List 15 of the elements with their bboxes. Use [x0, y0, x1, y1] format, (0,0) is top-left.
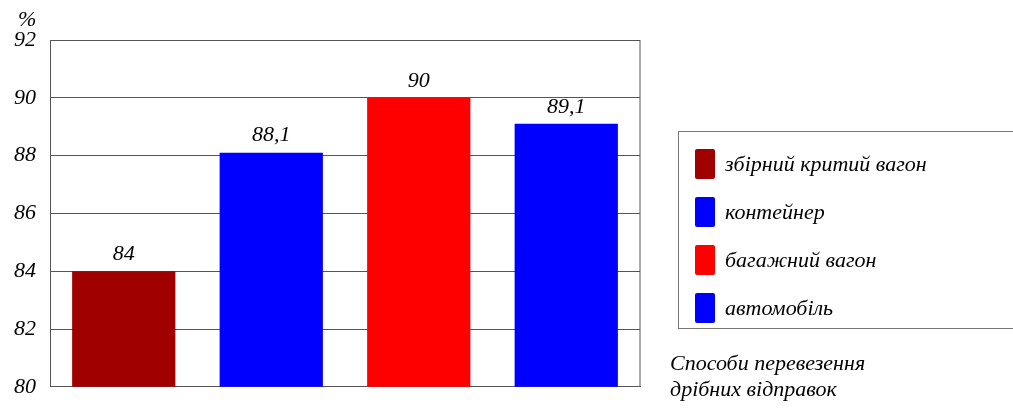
x-axis-title: Способи перевезення дрібних відправок [670, 350, 867, 402]
data-label: 90 [407, 66, 430, 92]
legend-label: автомобіль [725, 295, 834, 321]
legend-label: багажний вагон [725, 247, 877, 273]
y-tick-label: 82 [14, 314, 36, 340]
legend-label: контейнер [725, 199, 825, 225]
legend-label: збірний критий вагон [725, 151, 927, 177]
data-label: 84 [112, 239, 135, 265]
y-tick-label: 80 [14, 372, 36, 398]
y-tick-label: 90 [14, 83, 36, 109]
y-tick-label: 84 [14, 256, 36, 282]
y-tick-label: 86 [14, 199, 36, 225]
y-tick-label: 88 [14, 141, 36, 167]
data-label: 89,1 [547, 92, 586, 118]
data-label: 88,1 [252, 121, 291, 147]
